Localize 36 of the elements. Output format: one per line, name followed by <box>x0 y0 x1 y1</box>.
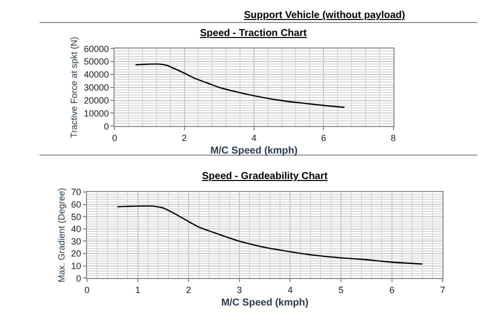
y-tick-label: 20 <box>71 248 82 259</box>
y-tick-label: 10000 <box>84 108 109 118</box>
x-tick-label: 2 <box>182 132 187 143</box>
x-tick-label: 2 <box>186 284 192 295</box>
y-tick-label: 70 <box>71 187 82 198</box>
text: Support Vehicle (without payload) <box>244 10 406 21</box>
x-tick-label: 0 <box>112 132 118 143</box>
y-tick-label: 60 <box>71 199 82 210</box>
y-tick-label: 50 <box>71 212 82 222</box>
x-tick-label: 4 <box>251 132 256 143</box>
x-tick-label: 5 <box>338 284 344 295</box>
x-axis-title: M/C Speed (kmph) <box>221 297 308 308</box>
x-tick-label: 7 <box>440 284 446 295</box>
line-series <box>134 63 346 108</box>
y-axis-title: Max. Gradient (Degree) <box>56 188 67 282</box>
chart-title: Speed - Gradeability Chart <box>202 171 328 182</box>
y-tick-label: 10 <box>71 261 82 272</box>
y-tick-label: 40000 <box>84 70 109 80</box>
y-tick-label: 0 <box>104 121 109 132</box>
x-tick-label: 8 <box>390 132 396 143</box>
y-tick-label: 20000 <box>84 95 109 106</box>
y-tick-label: 50000 <box>84 56 109 67</box>
y-axis-title: Tractive Force at spkt (N) <box>69 36 80 138</box>
chart-title: Speed - Traction Chart <box>200 28 308 39</box>
x-tick-label: 3 <box>236 284 242 295</box>
x-tick-label: 4 <box>288 284 293 295</box>
y-tick-label: 30000 <box>84 82 109 92</box>
x-tick-label: 6 <box>389 284 394 295</box>
y-tick-label: 0 <box>76 273 82 284</box>
x-axis-title: M/C Speed (kmph) <box>210 145 298 156</box>
y-tick-label: 40 <box>71 224 82 234</box>
y-tick-label: 60000 <box>84 44 109 54</box>
x-tick-label: 1 <box>135 284 140 295</box>
line-series <box>116 205 423 265</box>
x-tick-label: 6 <box>321 132 326 143</box>
y-tick-label: 30 <box>71 236 82 246</box>
